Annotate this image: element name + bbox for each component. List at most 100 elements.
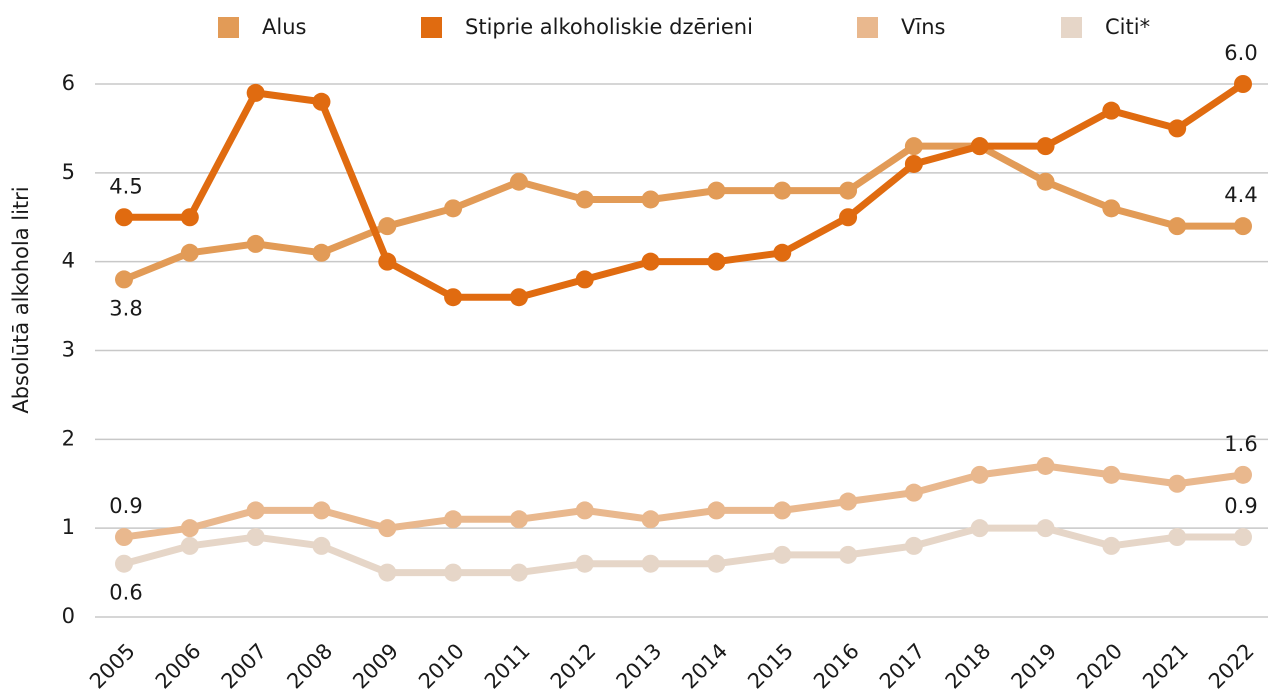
data-label: 4.5 [109,174,142,198]
data-point [641,190,660,209]
legend-label: Stiprie alkoholiskie dzērieni [465,15,753,39]
data-point [1234,75,1252,93]
data-point [575,554,594,573]
data-point [1036,137,1055,156]
data-label: 1.6 [1224,432,1257,456]
data-point [904,154,923,173]
data-label: 3.8 [109,296,142,320]
data-point [1102,465,1121,484]
data-point [444,563,463,582]
series-line [123,462,1244,541]
data-point [1234,217,1252,236]
data-point [509,510,528,529]
data-point [509,288,528,307]
data-point [115,528,133,547]
series-line [122,142,1243,283]
data-point [312,92,331,111]
data-point [641,510,660,529]
data-point [312,501,331,520]
data-point [115,208,133,227]
legend-swatch [857,17,878,38]
data-point [773,243,792,262]
data-label: 6.0 [1224,41,1257,65]
y-tick-label: 3 [62,338,75,362]
x-tick-label: 2014 [677,639,732,689]
data-point [180,243,199,262]
x-tick-label: 2005 [85,639,140,689]
data-point [773,181,792,200]
x-tick-label: 2018 [941,639,996,689]
data-point [115,554,133,573]
data-point [509,172,528,191]
legend-swatch [421,17,442,38]
data-point [1102,199,1121,218]
series-line [124,81,1245,301]
x-tick-label: 2020 [1072,639,1127,689]
legend-swatch [1061,17,1082,38]
data-point [115,270,133,289]
data-point [707,554,726,573]
data-point [1036,172,1055,191]
data-point [378,252,397,271]
data-point [246,83,265,102]
data-point [444,510,463,529]
x-tick-label: 2011 [480,639,535,689]
data-point [575,190,594,209]
data-point [246,234,265,253]
data-point [1036,519,1055,538]
data-label: 4.4 [1224,183,1257,207]
data-point [1036,456,1055,475]
series-line [123,524,1243,577]
data-point [1168,119,1187,138]
data-point [839,545,858,564]
data-point [1234,528,1252,547]
data-point [509,563,528,582]
data-label: 0.9 [109,494,142,518]
data-point [1102,101,1121,120]
y-tick-label: 1 [62,515,75,539]
data-point [1168,217,1187,236]
data-point [904,536,923,555]
data-point [839,181,858,200]
data-point [246,501,265,520]
data-point [312,243,331,262]
data-point [180,208,199,227]
data-point [444,288,463,307]
data-point [180,536,199,555]
y-tick-label: 4 [62,249,75,273]
legend-label: Alus [262,15,306,39]
data-label: 0.6 [109,581,142,605]
data-point [707,181,726,200]
y-tick-label: 2 [62,426,75,450]
y-tick-label: 0 [62,604,75,628]
x-tick-label: 2021 [1138,639,1193,689]
x-tick-label: 2019 [1007,639,1062,689]
x-tick-label: 2022 [1204,639,1259,689]
x-tick-label: 2015 [743,639,798,689]
data-point [1102,536,1121,555]
legend-swatch [218,17,239,38]
y-axis-title: Absolūtā alkohola litri [9,186,33,413]
data-point [641,252,660,271]
data-point [773,545,792,564]
x-tick-label: 2016 [809,639,864,689]
x-tick-label: 2009 [348,639,403,689]
legend-label: Citi* [1105,15,1150,39]
x-tick-label: 2017 [875,639,930,689]
data-point [180,519,199,538]
data-point [839,492,858,511]
data-point [246,528,265,547]
x-tick-label: 2008 [282,639,337,689]
data-point [444,199,463,218]
data-point [839,208,858,227]
data-point [312,536,331,555]
data-point [641,554,660,573]
data-point [773,501,792,520]
data-point [575,270,594,289]
data-point [904,483,923,502]
x-tick-label: 2010 [414,639,469,689]
data-point [1168,528,1187,547]
data-point [904,137,923,156]
data-point [970,137,989,156]
